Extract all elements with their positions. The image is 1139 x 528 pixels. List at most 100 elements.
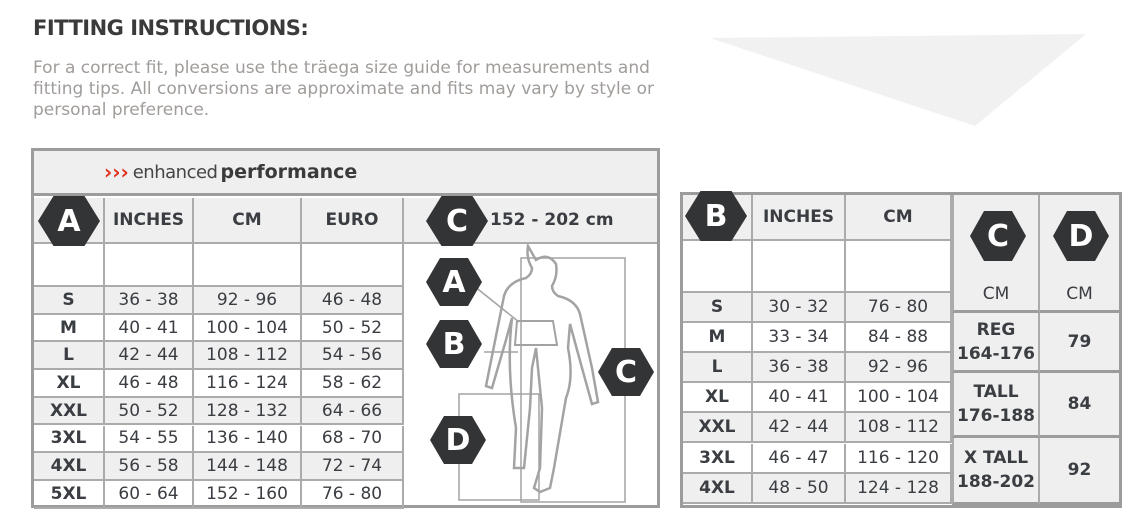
height-group: X TALL 188-202 xyxy=(952,438,1040,505)
size-value: 68 - 70 xyxy=(302,425,404,454)
size-label: XXL xyxy=(34,397,105,426)
brand-arrows-icon: ››› xyxy=(104,160,129,184)
column-header: CM xyxy=(194,198,302,244)
size-value: 76 - 80 xyxy=(846,293,952,324)
badge-letter: B xyxy=(704,198,728,234)
size-value: 54 - 55 xyxy=(105,425,194,454)
group-label: TALL xyxy=(973,382,1019,402)
badge-letter: A xyxy=(57,203,81,239)
group-range: 188-202 xyxy=(956,472,1036,492)
group-label: X TALL xyxy=(963,448,1029,468)
size-value: 42 - 44 xyxy=(105,342,194,371)
figure-badge-b-icon: B xyxy=(426,320,482,368)
size-value: 46 - 47 xyxy=(753,443,846,474)
blank-cell xyxy=(105,244,194,287)
size-label: 4XL xyxy=(683,473,753,504)
size-value: 72 - 74 xyxy=(302,453,404,481)
size-label: 3XL xyxy=(34,425,105,454)
brand-light: enhanced xyxy=(132,161,218,183)
size-value: 46 - 48 xyxy=(302,287,404,315)
size-value: 30 - 32 xyxy=(753,293,846,324)
figure-badge-c-icon: C xyxy=(598,348,654,396)
blank-cell xyxy=(846,241,952,293)
column-header: INCHES xyxy=(753,195,846,241)
size-value: 144 - 148 xyxy=(194,453,302,481)
size-value: 54 - 56 xyxy=(302,342,404,371)
size-value: 84 - 88 xyxy=(846,323,952,354)
size-value: 56 - 58 xyxy=(105,453,194,481)
size-label: 4XL xyxy=(34,453,105,481)
badge-letter: B xyxy=(442,326,466,362)
size-value: 46 - 48 xyxy=(105,370,194,398)
badge-letter: C xyxy=(614,354,638,390)
inseam-value: 84 xyxy=(1040,373,1119,438)
size-value: 58 - 62 xyxy=(302,370,404,398)
size-table-bottoms: B INCHES CM CM C CM D S 30 - 32 76 - 80 M 33 - 34 84… xyxy=(680,191,1122,508)
size-value: 36 - 38 xyxy=(105,287,194,315)
brand-header: ››› enhanced performance xyxy=(34,151,657,196)
inseam-value: 79 xyxy=(1040,313,1119,373)
blank-cell xyxy=(753,241,846,293)
inseam-value: 92 xyxy=(1040,438,1119,505)
size-value: 36 - 38 xyxy=(753,353,846,384)
size-label: XL xyxy=(683,383,753,414)
height-group: REG 164-176 xyxy=(952,313,1040,373)
badge-c-icon: C xyxy=(426,196,488,246)
figure-badge-d-icon: D xyxy=(430,416,486,464)
size-value: 64 - 66 xyxy=(302,397,404,426)
size-value: 136 - 140 xyxy=(194,425,302,454)
column-header: EURO xyxy=(302,198,404,244)
figure-badge-a-icon: A xyxy=(426,258,482,306)
size-value: 100 - 104 xyxy=(846,383,952,414)
size-value: 60 - 64 xyxy=(105,480,194,509)
size-label: M xyxy=(683,323,753,354)
size-value: 48 - 50 xyxy=(753,473,846,504)
size-value: 124 - 128 xyxy=(846,473,952,504)
size-label: S xyxy=(34,287,105,315)
badge-b-icon: B xyxy=(685,191,747,241)
size-value: 50 - 52 xyxy=(302,314,404,343)
blank-cell xyxy=(683,241,753,293)
size-value: 108 - 112 xyxy=(194,342,302,371)
size-value: 40 - 41 xyxy=(753,383,846,414)
size-label: M xyxy=(34,314,105,343)
height-group: TALL 176-188 xyxy=(952,373,1040,438)
size-label: 3XL xyxy=(683,443,753,474)
group-range: 176-188 xyxy=(956,406,1036,426)
blank-cell xyxy=(34,244,105,287)
size-label: L xyxy=(683,353,753,384)
size-label: XXL xyxy=(683,413,753,444)
badge-letter: A xyxy=(442,264,466,300)
size-label: 5XL xyxy=(34,480,105,509)
badge-letter: D xyxy=(1068,218,1094,254)
size-label: XL xyxy=(34,370,105,398)
size-value: 100 - 104 xyxy=(194,314,302,343)
size-value: 33 - 34 xyxy=(753,323,846,354)
group-range: 164-176 xyxy=(956,343,1036,364)
size-value: 116 - 120 xyxy=(846,443,952,474)
size-value: 128 - 132 xyxy=(194,397,302,426)
size-value: 40 - 41 xyxy=(105,314,194,343)
column-header: CM xyxy=(846,195,952,241)
brand-bold: performance xyxy=(220,161,358,183)
size-value: 92 - 96 xyxy=(846,353,952,384)
size-value: 76 - 80 xyxy=(302,480,404,509)
blank-cell xyxy=(194,244,302,287)
size-value: 116 - 124 xyxy=(194,370,302,398)
size-value: 50 - 52 xyxy=(105,397,194,426)
intro-text: For a correct fit, please use the träega… xyxy=(33,58,654,120)
size-value: 152 - 160 xyxy=(194,480,302,509)
blank-cell xyxy=(302,244,404,287)
badge-letter: D xyxy=(445,422,471,458)
badge-a-icon: A xyxy=(38,196,100,246)
badge-letter: C xyxy=(986,218,1010,254)
size-table-tops: ››› enhanced performance A INCHES CM EURO 15… xyxy=(31,148,660,509)
size-value: 42 - 44 xyxy=(753,413,846,444)
size-value: 108 - 112 xyxy=(846,413,952,444)
size-label: S xyxy=(683,293,753,324)
size-value: 92 - 96 xyxy=(194,287,302,315)
column-header: INCHES xyxy=(105,198,194,244)
page-title: FITTING INSTRUCTIONS: xyxy=(33,16,309,40)
badge-d-icon: D xyxy=(1053,211,1109,261)
